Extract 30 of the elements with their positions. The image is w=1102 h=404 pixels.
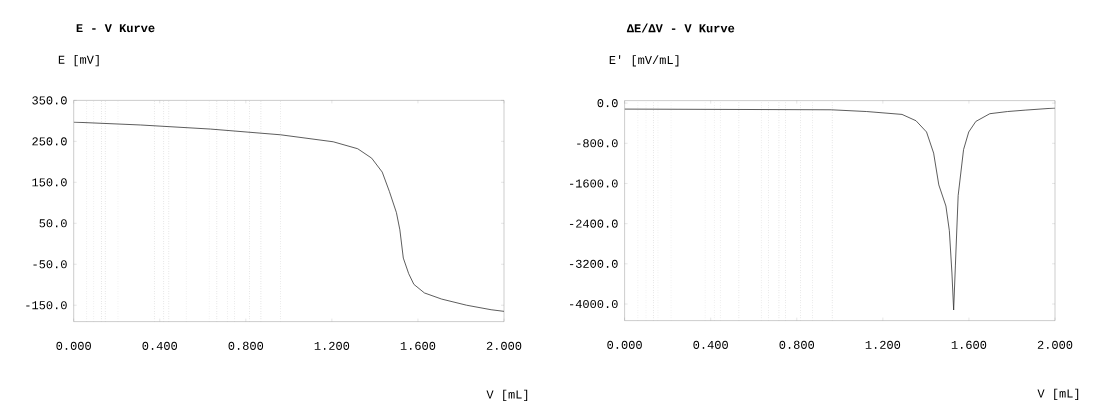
- x-tick-label: 0.400: [693, 340, 728, 349]
- x-tick-label: 2.000: [486, 341, 522, 350]
- x-tick-label: 1.200: [865, 340, 901, 349]
- x-tick-label: 2.000: [1037, 340, 1073, 349]
- y-tick-label: -1600.0: [569, 179, 618, 188]
- x-tick-label: 0.800: [779, 340, 815, 349]
- y-axis-title: E' [mV/mL]: [609, 55, 679, 67]
- chart-title: E - V Kurve: [76, 24, 155, 33]
- x-tick-label: 0.000: [607, 340, 642, 349]
- y-tick-label: 50.0: [39, 219, 67, 228]
- x-axis-title: V [mL]: [1037, 388, 1079, 400]
- y-tick-label: -3200.0: [569, 259, 618, 268]
- y-tick-label: -2400.0: [569, 219, 618, 228]
- y-tick-label: 250.0: [32, 137, 67, 146]
- y-tick-label: 0.0: [597, 99, 618, 108]
- x-tick-label: 0.400: [142, 341, 178, 350]
- y-axis-title: E [mV]: [58, 55, 99, 67]
- y-tick-label: 350.0: [32, 96, 67, 105]
- x-tick-label: 1.600: [951, 340, 987, 349]
- y-tick-label: -50.0: [33, 260, 67, 269]
- chart-title: ΔE/ΔV - V Kurve: [626, 23, 735, 33]
- x-tick-label: 0.000: [56, 341, 91, 350]
- x-tick-label: 1.600: [400, 341, 436, 350]
- x-axis-title: V [mL]: [486, 389, 528, 401]
- x-tick-label: 1.200: [314, 341, 350, 350]
- y-tick-label: 150.0: [32, 178, 67, 187]
- y-tick-label: -4000.0: [569, 299, 618, 309]
- y-tick-label: -150.0: [26, 301, 67, 310]
- y-tick-label: -800.0: [577, 139, 618, 148]
- x-tick-label: 0.800: [228, 341, 264, 350]
